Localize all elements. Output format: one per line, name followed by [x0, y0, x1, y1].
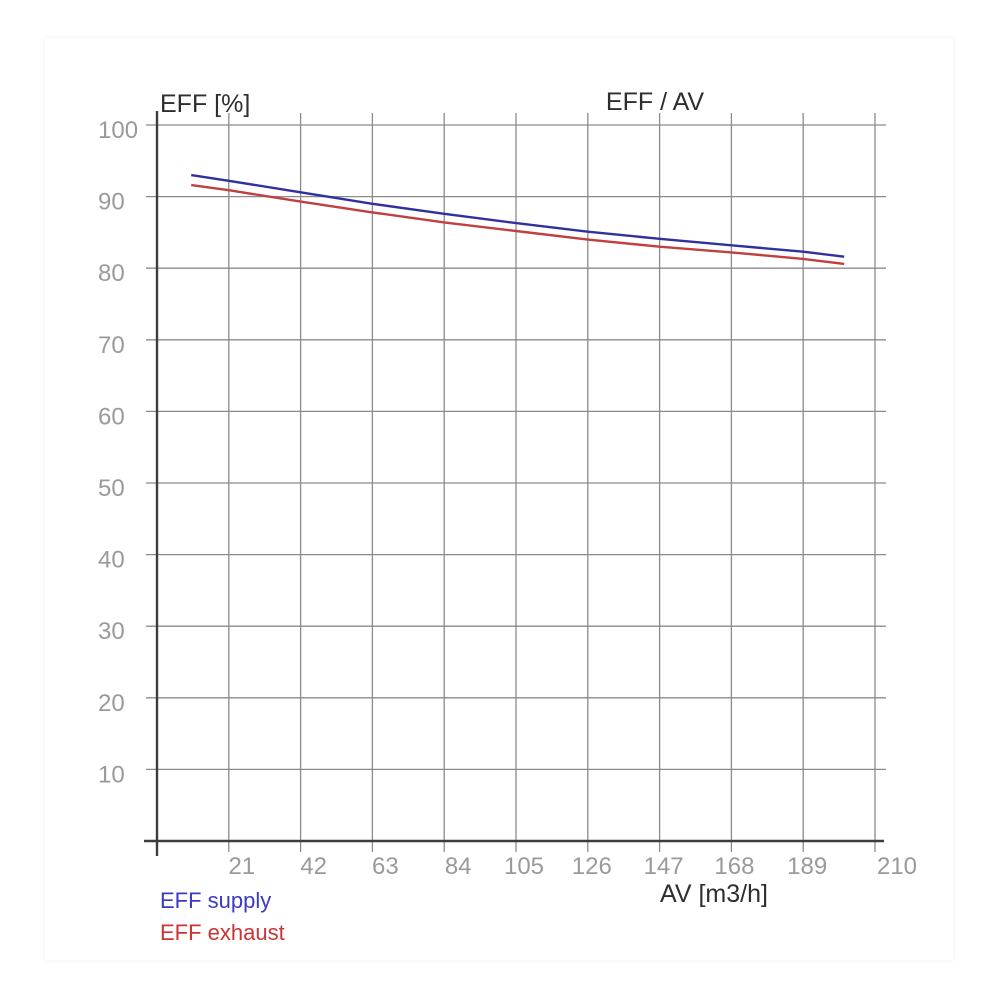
x-tick-label: 42	[300, 853, 327, 880]
legend-item-exhaust: EFF exhaust	[160, 920, 285, 945]
x-tick-label: 21	[228, 853, 255, 880]
y-tick-label: 80	[98, 260, 125, 287]
x-tick-label: 168	[714, 853, 754, 880]
eff-supply-line	[191, 173, 845, 258]
gridlines	[146, 113, 886, 852]
data-series-lines	[191, 173, 845, 266]
legend-item-supply: EFF supply	[160, 888, 271, 913]
y-tick-label: 40	[98, 547, 125, 574]
x-tick-label: 189	[787, 853, 827, 880]
y-tick-label: 50	[98, 475, 125, 502]
y-tick-label: 30	[98, 618, 125, 645]
y-axis-tick-labels: 10 20 30 40 50 60 70 80 90 100	[98, 117, 138, 788]
y-tick-label: 60	[98, 403, 125, 430]
y-axis-title: EFF [%]	[160, 90, 250, 118]
x-tick-label: 63	[372, 853, 399, 880]
x-tick-label: 210	[877, 853, 917, 880]
chart-panel	[45, 38, 953, 960]
x-tick-label: 84	[445, 853, 472, 880]
x-axis-title: AV [m3/h]	[660, 880, 768, 908]
y-tick-label: 90	[98, 189, 125, 216]
x-axis-tick-labels: 21 42 63 84 105 126 147 168 189 210	[228, 853, 917, 880]
x-tick-label: 105	[504, 853, 544, 880]
y-tick-label: 10	[98, 761, 125, 788]
axes	[144, 111, 884, 856]
eff-exhaust-line	[191, 183, 845, 266]
chart-title: EFF / AV	[606, 88, 704, 116]
x-tick-label: 126	[572, 853, 612, 880]
y-tick-label: 100	[98, 117, 138, 144]
y-tick-label: 70	[98, 332, 125, 359]
x-tick-label: 147	[644, 853, 684, 880]
y-tick-label: 20	[98, 690, 125, 717]
